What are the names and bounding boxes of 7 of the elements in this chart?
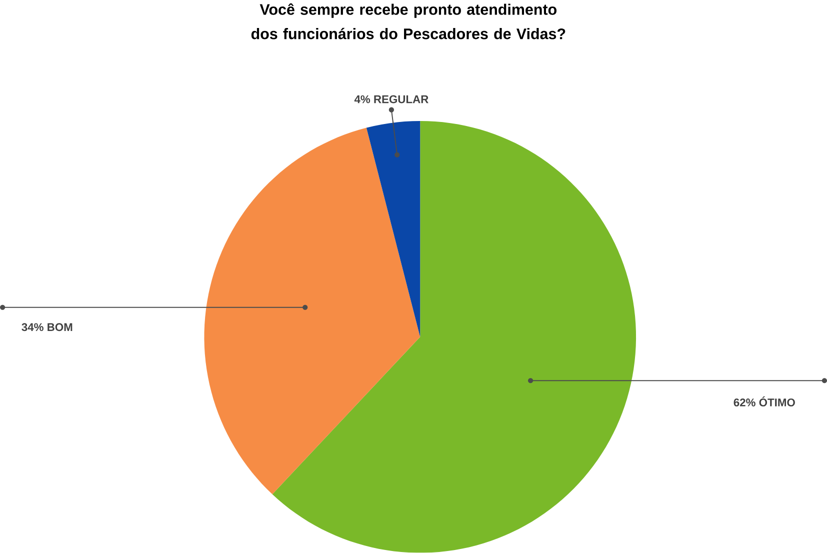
slice-label: BOM [48, 323, 72, 332]
chart-title: Você sempre recebe pronto atendimento dos funcionários do Pescadores de Vidas? [251, 3, 566, 40]
data-label: 62% [734, 398, 756, 407]
data-label: 34% [22, 323, 44, 332]
slice-label: REGULAR [374, 95, 428, 104]
slice-label: ÓTIMO [759, 396, 795, 407]
data-label: 4% [354, 95, 370, 104]
